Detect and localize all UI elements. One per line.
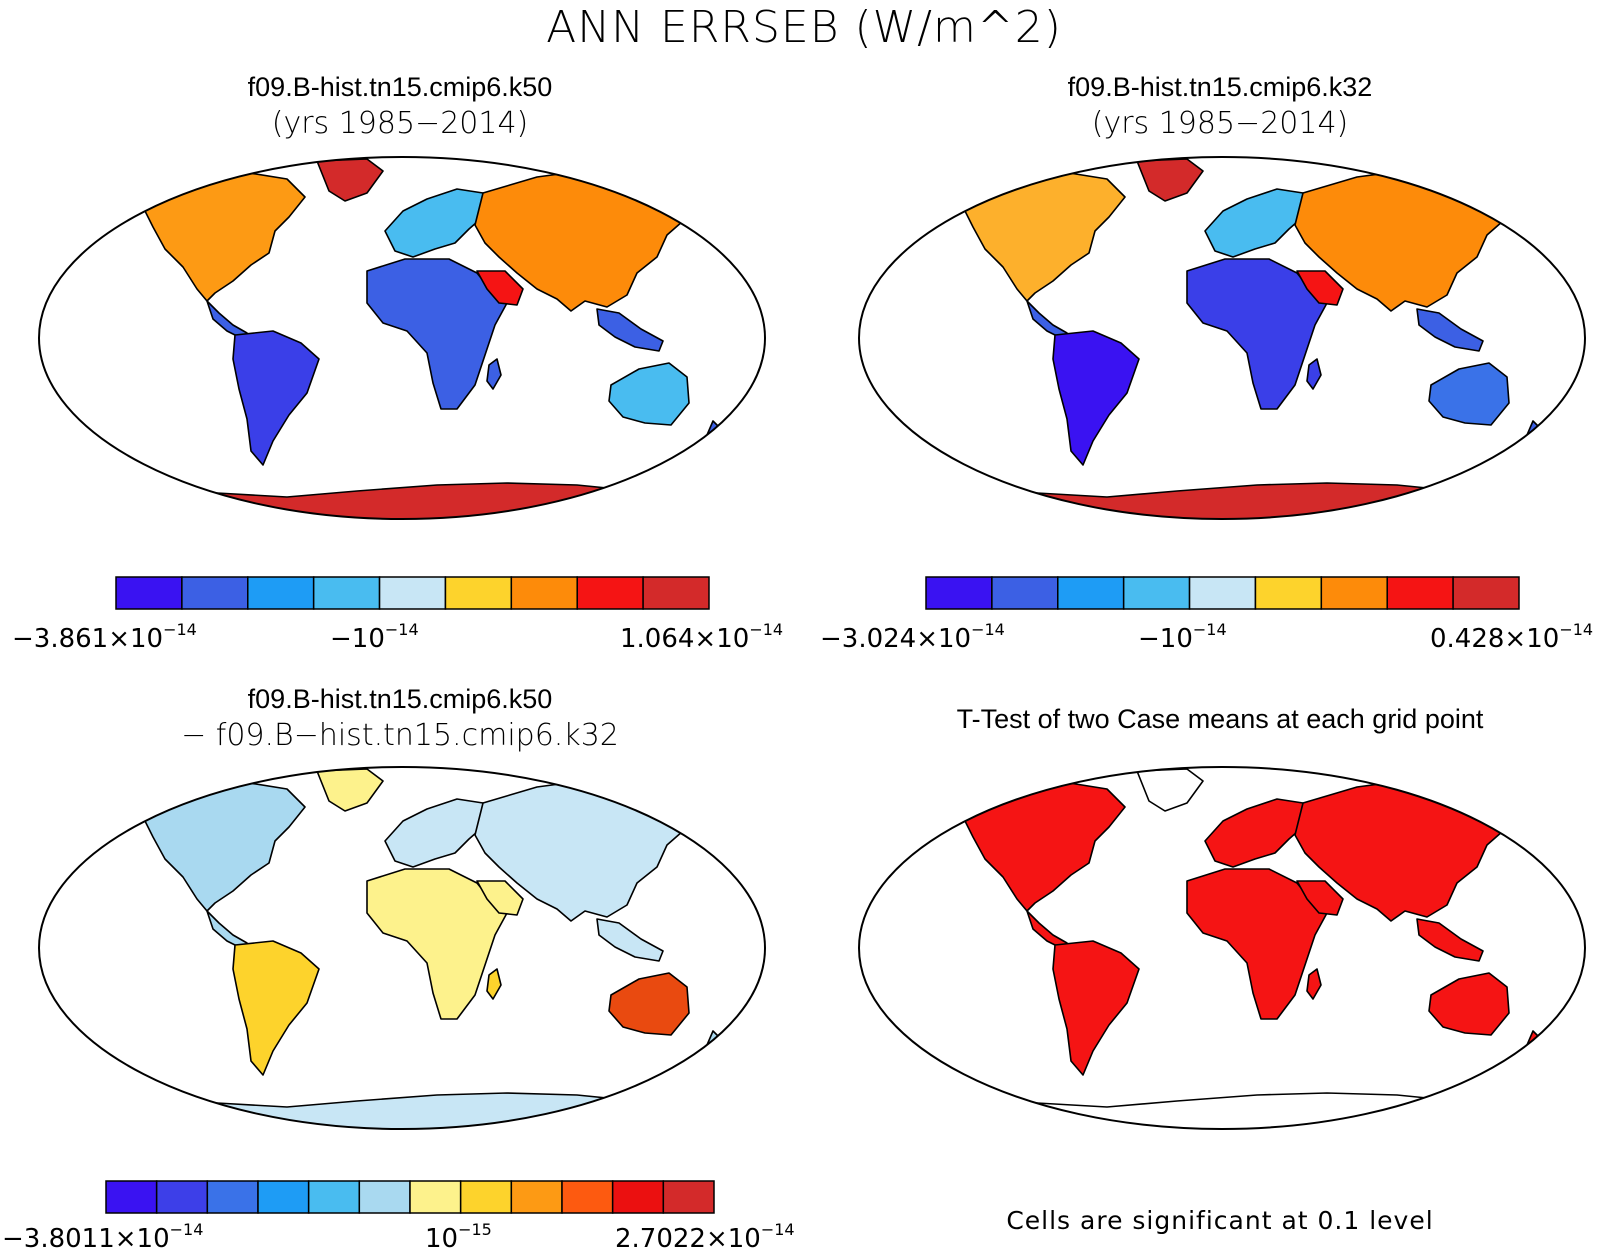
- landmass-seAsia: [1416, 308, 1484, 352]
- colorbar-swatch: [409, 1180, 462, 1214]
- landmass-seAsia: [1416, 918, 1484, 962]
- landmass-southAmerica: [1052, 940, 1140, 1076]
- landmass-australia: [608, 972, 690, 1036]
- landmass-greenland: [316, 768, 384, 812]
- landmass-africa: [1186, 258, 1328, 410]
- landmass-greenland: [1136, 158, 1204, 202]
- panel2-tick-max: 0.428×10−14: [1430, 620, 1594, 654]
- panel2-subtitle: (yrs 1985−2014): [1091, 106, 1349, 141]
- colorbar-swatch: [925, 576, 993, 610]
- colorbar-swatch: [561, 1180, 614, 1214]
- landmass-northAmerica: [140, 170, 306, 302]
- colorbar-swatch: [576, 576, 644, 610]
- colorbar-swatch: [1452, 576, 1520, 610]
- landmass-africa: [1186, 868, 1328, 1020]
- colorbar-swatch: [1188, 576, 1257, 610]
- panel1-tick-min: −3.861×10−14: [12, 620, 197, 654]
- landmass-arabia: [476, 270, 524, 306]
- map-frame: [37, 765, 767, 1131]
- panel3-tick-max: 2.7022×10−14: [615, 1220, 795, 1254]
- landmass-southAmerica: [232, 940, 320, 1076]
- colorbar-swatch: [510, 1180, 563, 1214]
- panel3-tick-mid: 10−15: [425, 1220, 492, 1254]
- panel2-tick-min: −3.024×10−14: [820, 620, 1005, 654]
- landmass-australia: [608, 362, 690, 426]
- colorbar-swatch: [247, 576, 315, 610]
- landmass-seAsia: [596, 308, 664, 352]
- panel4-title: T-Test of two Case means at each grid po…: [956, 704, 1484, 734]
- colorbar-swatch: [1122, 576, 1191, 610]
- colorbar-swatch: [206, 1180, 259, 1214]
- colorbar-swatch: [444, 576, 513, 610]
- colorbar-swatch: [358, 1180, 411, 1214]
- panel1-tick-max: 1.064×10−14: [620, 620, 784, 654]
- panel3-tick-min: −3.8011×10−14: [2, 1220, 204, 1254]
- colorbar-swatch: [662, 1180, 715, 1214]
- landmass-arabia: [1296, 270, 1344, 306]
- colorbar-swatch: [1386, 576, 1454, 610]
- colorbar-swatch: [257, 1180, 310, 1214]
- colorbar-swatch: [155, 1180, 209, 1214]
- panel1-tick-mid: −10−14: [330, 620, 419, 654]
- panel3-map: [37, 765, 767, 1131]
- panel2-tick-mid: −10−14: [1138, 620, 1227, 654]
- panel1-title: f09.B-hist.tn15.cmip6.k50: [247, 72, 553, 102]
- landmass-madagascar: [486, 968, 502, 1000]
- landmass-greenland: [316, 158, 384, 202]
- colorbar-swatch: [642, 576, 710, 610]
- colorbar-swatch: [510, 576, 578, 610]
- landmass-northAmerica: [140, 780, 306, 912]
- panel3-title: f09.B-hist.tn15.cmip6.k50: [247, 684, 553, 714]
- panel1-subtitle: (yrs 1985−2014): [271, 106, 529, 141]
- colorbar-swatch: [991, 576, 1059, 610]
- landmass-australia: [1428, 362, 1510, 426]
- landmass-northAmerica: [960, 170, 1126, 302]
- landmass-greenland: [1136, 768, 1204, 812]
- panel3-subtitle: − f09.B−hist.tn15.cmip6.k32: [181, 718, 619, 753]
- colorbar-swatch: [105, 1180, 158, 1214]
- colorbar-swatch: [1320, 576, 1388, 610]
- panel1-map: [37, 155, 767, 521]
- landmass-seAsia: [596, 918, 664, 962]
- landmass-africa: [366, 868, 508, 1020]
- landmass-arabia: [1296, 880, 1344, 916]
- colorbar-swatch: [459, 1180, 513, 1214]
- colorbar-swatch: [378, 576, 447, 610]
- map-frame: [37, 155, 767, 521]
- panel3-colorbar: [105, 1180, 715, 1214]
- colorbar-swatch: [1254, 576, 1323, 610]
- map-frame: [857, 765, 1587, 1131]
- colorbar-swatch: [307, 1180, 361, 1214]
- panel4-footnote: Cells are significant at 0.1 level: [1006, 1206, 1434, 1235]
- panel2-title: f09.B-hist.tn15.cmip6.k32: [1067, 72, 1373, 102]
- panel1-colorbar: [115, 576, 710, 610]
- landmass-madagascar: [1306, 358, 1322, 390]
- landmass-northAmerica: [960, 780, 1126, 912]
- colorbar-swatch: [1057, 576, 1125, 610]
- landmass-southAmerica: [232, 330, 320, 466]
- colorbar-swatch: [611, 1180, 665, 1214]
- figure-title: ANN ERRSEB (W/m^2): [546, 2, 1062, 53]
- landmass-africa: [366, 258, 508, 410]
- landmass-southAmerica: [1052, 330, 1140, 466]
- panel2-map: [857, 155, 1587, 521]
- landmass-australia: [1428, 972, 1510, 1036]
- landmass-madagascar: [1306, 968, 1322, 1000]
- landmass-arabia: [476, 880, 524, 916]
- panel4-map: [857, 765, 1587, 1131]
- colorbar-swatch: [115, 576, 183, 610]
- colorbar-swatch: [312, 576, 381, 610]
- landmass-madagascar: [486, 358, 502, 390]
- panel2-colorbar: [925, 576, 1520, 610]
- colorbar-swatch: [181, 576, 249, 610]
- map-frame: [857, 155, 1587, 521]
